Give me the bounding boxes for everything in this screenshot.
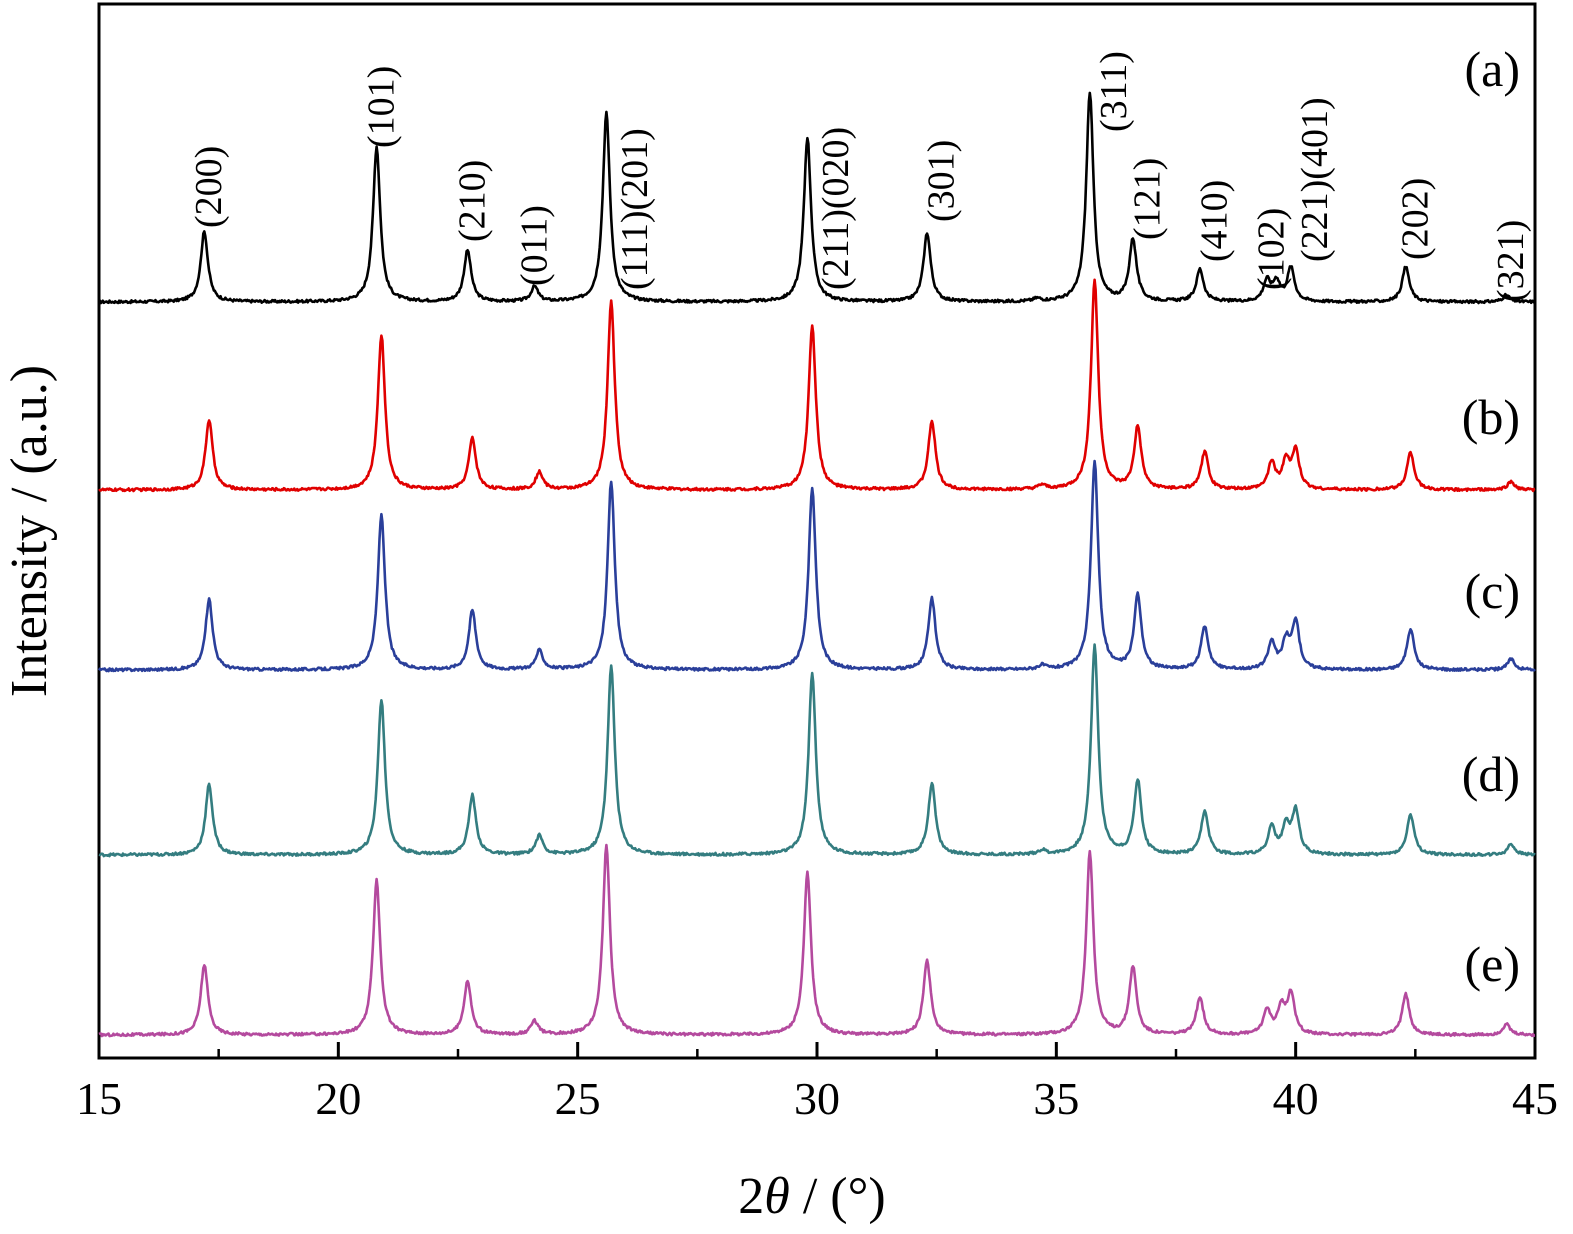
peak-label: (121) xyxy=(1126,158,1168,240)
peak-label: (221)(401) xyxy=(1294,97,1336,262)
peak-label: (011) xyxy=(514,205,556,286)
x-tick-label: 15 xyxy=(76,1073,122,1124)
peak-label: (410) xyxy=(1193,180,1235,262)
peak-label: (311) xyxy=(1093,51,1135,132)
peak-label: (210) xyxy=(451,160,493,242)
peak-label: (202) xyxy=(1394,178,1436,260)
x-axis-label: 2θ / (°) xyxy=(738,1168,885,1225)
peak-label-layer: (200) (101) (210) (011) (111)(201) (211)(020)… xyxy=(188,51,1532,302)
series-label-b: (b) xyxy=(1462,389,1520,445)
x-tick-label: 35 xyxy=(1033,1073,1079,1124)
series-label-e: (e) xyxy=(1465,936,1521,992)
series-label-a: (a) xyxy=(1465,41,1521,97)
peak-label: (101) xyxy=(360,66,402,148)
x-tick-label: 20 xyxy=(315,1073,361,1124)
peak-label: (321) xyxy=(1490,220,1532,302)
x-tick-label: 30 xyxy=(794,1073,840,1124)
x-tick-label: 25 xyxy=(555,1073,601,1124)
peak-label: (301) xyxy=(921,140,963,222)
peak-label: (200) xyxy=(188,146,230,228)
series-line-c xyxy=(97,459,1536,673)
series-label-d: (d) xyxy=(1462,746,1520,802)
series-line-e xyxy=(98,843,1536,1038)
x-tick-label: 40 xyxy=(1273,1073,1319,1124)
series-layer xyxy=(97,91,1536,1038)
y-axis-label: Intensity / (a.u.) xyxy=(1,365,58,697)
peak-label: (102) xyxy=(1251,208,1293,290)
series-line-a xyxy=(98,91,1536,305)
series-line-b xyxy=(98,278,1536,493)
peak-label: (211)(020) xyxy=(815,127,857,290)
series-label-layer: (a) (b) (c) (d) (e) xyxy=(1462,41,1520,992)
x-axis-ticks: 15 20 25 30 35 40 45 xyxy=(76,1042,1558,1124)
x-tick-label: 45 xyxy=(1512,1073,1558,1124)
peak-label: (111)(201) xyxy=(614,128,656,290)
series-line-d xyxy=(98,643,1536,858)
series-label-c: (c) xyxy=(1465,563,1521,619)
